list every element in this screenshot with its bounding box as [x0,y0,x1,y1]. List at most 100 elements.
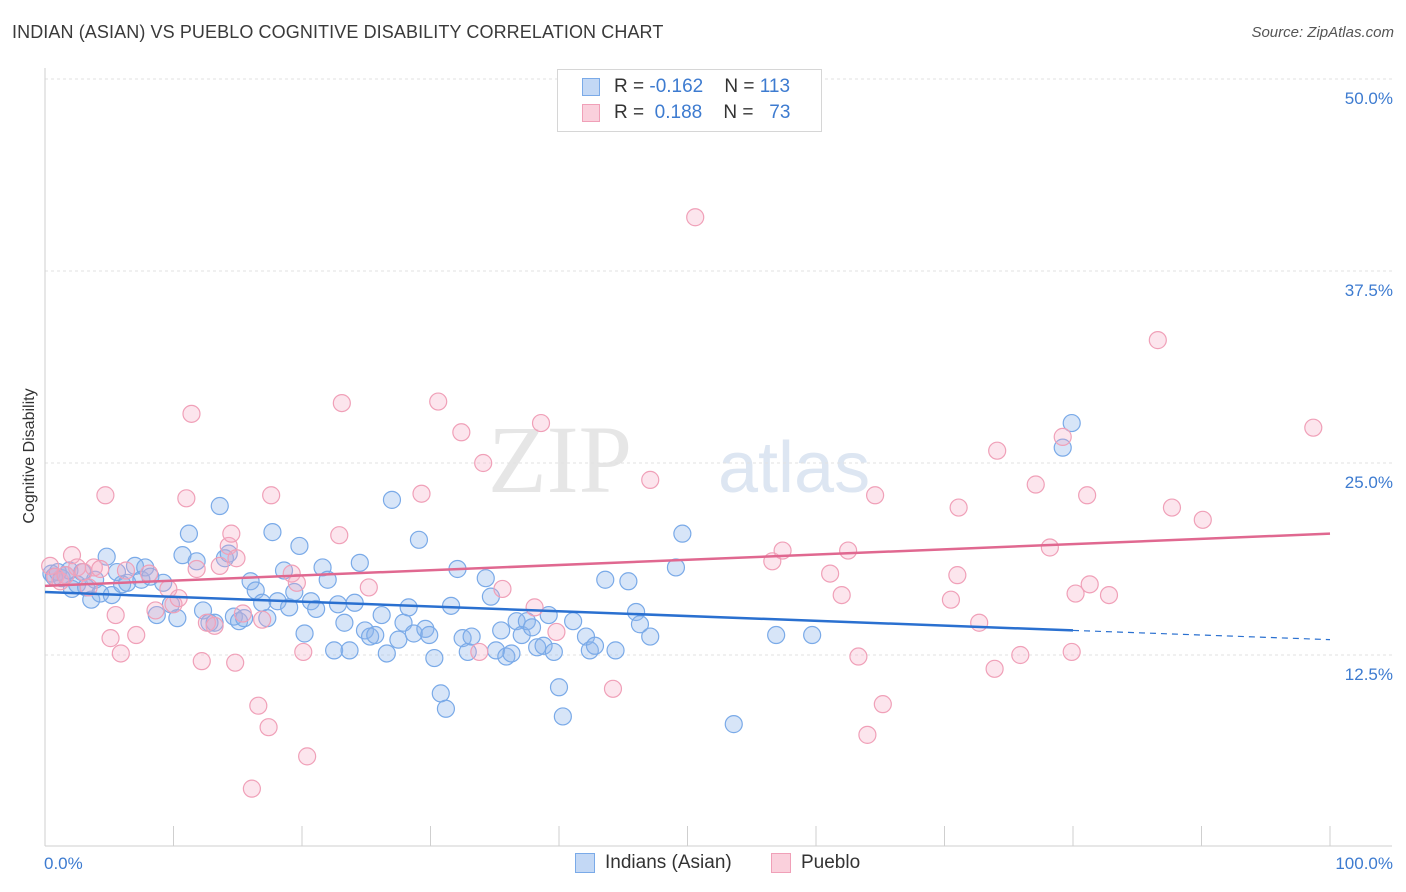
pueblo-point [146,601,165,620]
indians-point [372,605,391,625]
legend-swatch-blue [582,78,600,96]
pueblo-point [298,747,317,766]
indians-point [335,613,354,632]
indians-point [512,625,531,645]
pueblo-point [359,578,378,597]
pueblo-point [452,423,471,442]
pueblo-point [182,404,201,423]
indians-point [564,612,583,631]
indians-point [492,621,511,640]
pueblo-point [41,556,60,576]
pueblo-point [127,625,146,645]
pueblo-point [253,610,272,629]
pueblo-point [866,486,885,505]
x-tick-label: 100.0% [1335,854,1393,873]
indians-point [502,644,521,663]
indians-point [377,644,396,663]
indians-point [295,624,314,643]
indians-point [404,624,423,643]
indians-point [389,630,408,649]
indians-point [462,627,481,646]
indians-point [507,612,526,631]
series-legend-label: Pueblo [801,852,861,873]
indians-point [340,641,359,660]
pueblo-point [547,622,566,642]
pueblo-point [222,524,241,543]
indians-point [453,629,472,648]
pueblo-point [412,484,431,503]
pueblo-point [970,613,989,632]
pueblo-point [1162,498,1182,517]
y-tick-label: 50.0% [1345,89,1393,108]
legend-r-value: -0.162 [649,76,704,97]
series-swatch-pink [771,853,791,873]
pueblo-point [139,564,159,583]
indians-point [409,530,429,549]
pueblo-point [101,629,120,648]
pueblo-point [106,605,125,625]
legend-n-label: N = [724,76,760,97]
pueblo-point [1080,575,1099,594]
indians-point [553,707,572,726]
indians-point [673,524,692,543]
indians-point [420,625,439,645]
pueblo-point [985,659,1004,678]
pueblo-point [259,718,278,737]
indians-point [436,699,456,718]
pueblo-point [249,696,268,715]
pueblo-point [1193,510,1212,529]
y-tick-label: 12.5% [1345,665,1393,684]
y-tick-label: 25.0% [1345,473,1393,492]
pueblo-point [988,441,1007,460]
legend-n-value: 113 [759,76,791,97]
indians-trend-line [44,590,1074,632]
legend-swatch-pink [582,104,600,122]
pueblo-point [821,564,840,583]
pueblo-point [1099,585,1119,605]
indians-point [263,523,282,542]
pueblo-point [493,579,512,599]
x-tick-label: 0.0% [44,854,83,873]
indians-point [666,558,686,577]
pueblo-point [1078,486,1097,505]
pueblo-point [294,642,313,662]
pueblo-point [686,208,705,227]
pueblo-point [282,564,301,583]
pueblo-point [858,725,877,744]
pueblo-point [470,642,489,662]
indians-point [641,627,660,646]
indians-point [476,569,495,588]
indians-point [382,490,402,509]
pueblo-point [641,470,660,489]
pueblo-trend-line [44,532,1331,588]
indians-point [619,572,638,591]
legend-r-value: 0.188 [654,102,703,123]
chart-title: INDIAN (ASIAN) VS PUEBLO COGNITIVE DISAB… [12,22,664,42]
series-swatch-blue [575,853,595,873]
legend-r-label: R = [614,76,650,97]
indians-point [325,641,344,660]
pueblo-point [1304,418,1323,437]
pueblo-point [192,652,211,671]
pueblo-point [205,616,224,635]
pueblo-point [839,541,858,560]
indians-point [1053,438,1072,457]
pueblo-point [1011,645,1030,665]
pueblo-point [84,558,103,577]
indians-point [585,636,605,655]
pueblo-point [941,590,961,609]
pueblo-point [1062,642,1081,662]
watermark-zip: ZIP [488,406,632,513]
indians-point [307,599,326,619]
legend-n-value: 73 [769,102,791,123]
pueblo-point [111,644,130,663]
pueblo-point [525,598,544,617]
pueblo-point [531,413,551,433]
pueblo-point [948,566,967,585]
pueblo-point [226,653,245,672]
pueblo-point [287,573,306,592]
y-axis-label: Cognitive Disability [21,388,38,523]
pueblo-point [116,561,136,580]
pueblo-point [91,559,110,579]
